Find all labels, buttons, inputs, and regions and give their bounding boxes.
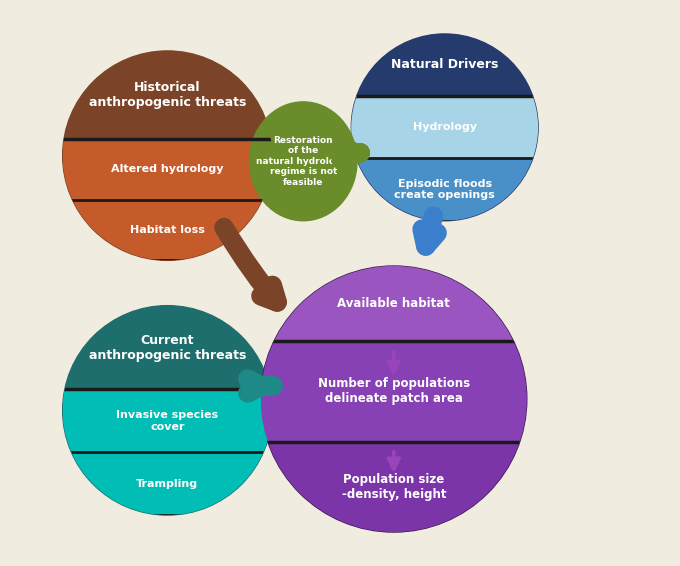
Text: Number of populations
delineate patch area: Number of populations delineate patch ar… [318, 377, 470, 405]
Circle shape [63, 51, 272, 260]
Text: Available habitat: Available habitat [337, 297, 450, 310]
Text: Population size
-density, height: Population size -density, height [341, 473, 446, 501]
Bar [260, 441, 527, 532]
Circle shape [63, 306, 272, 515]
Text: Natural Drivers: Natural Drivers [391, 58, 498, 71]
Text: Episodic floods
create openings: Episodic floods create openings [394, 179, 495, 200]
Text: Altered hydrology: Altered hydrology [111, 164, 224, 174]
Bar [63, 139, 272, 200]
Bar [63, 389, 272, 452]
Text: Trampling: Trampling [136, 479, 199, 488]
Bar [260, 341, 527, 441]
Text: Invasive species
cover: Invasive species cover [116, 410, 218, 432]
Text: Current
anthropogenic threats: Current anthropogenic threats [88, 333, 246, 362]
Bar [352, 96, 538, 158]
Text: Habitat loss: Habitat loss [130, 225, 205, 235]
Bar [352, 158, 538, 221]
Bar [63, 452, 272, 515]
Text: Hydrology: Hydrology [413, 122, 477, 132]
Ellipse shape [250, 102, 357, 221]
Bar [63, 200, 272, 260]
Text: Restoration
of the
natural hydrologic
regime is not
feasible: Restoration of the natural hydrologic re… [256, 136, 350, 187]
Circle shape [352, 34, 538, 221]
Circle shape [260, 266, 527, 532]
Bar [260, 266, 527, 341]
Text: Historical
anthropogenic threats: Historical anthropogenic threats [88, 81, 246, 109]
